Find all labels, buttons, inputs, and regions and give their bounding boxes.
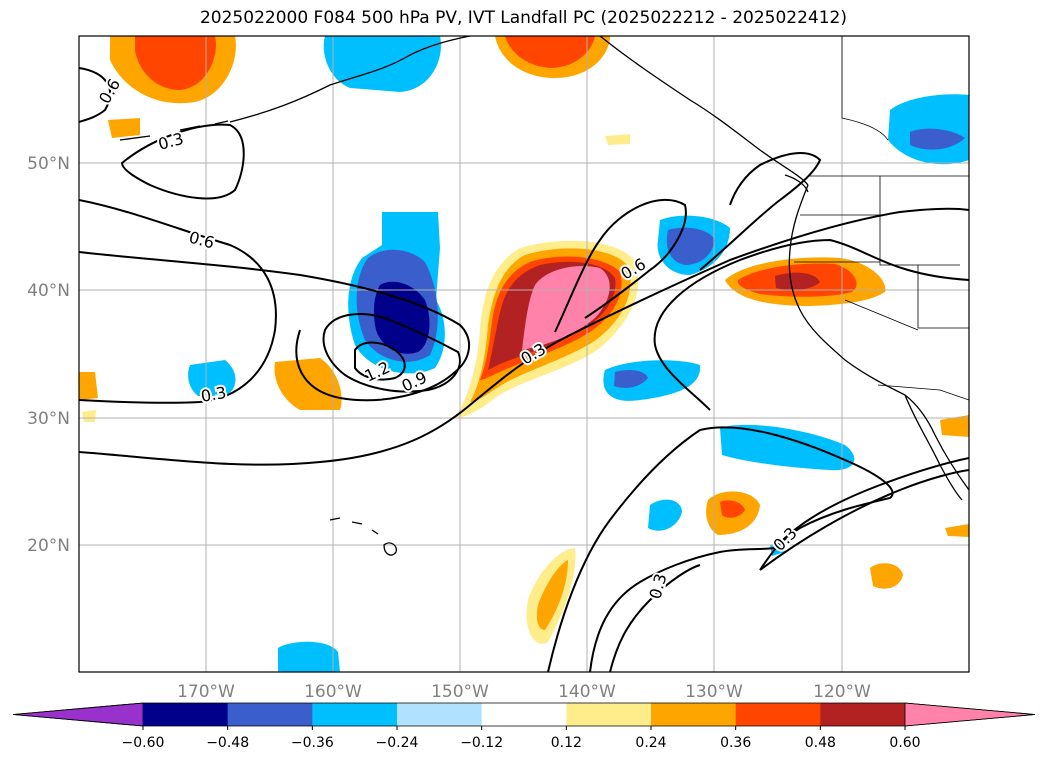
contour-0.3-south-1 (547, 426, 894, 672)
contour-0.3-left (79, 199, 277, 404)
contour-0.6-south-east (759, 469, 969, 571)
colorbar-tick-label: 0.12 (551, 735, 582, 751)
map-title: 2025022000 F084 500 hPa PV, IVT Landfall… (199, 8, 847, 28)
colorbar-tick-label: −0.24 (376, 735, 419, 751)
contour-0.3-south-3 (609, 564, 701, 672)
shade-positive-south-1-core (720, 500, 745, 518)
shade-positive-edge-2 (82, 410, 96, 422)
border-us-states (794, 176, 969, 331)
coastline-hawaii (329, 517, 397, 556)
y-tick-label: 50°N (27, 154, 70, 174)
contour-labels: 0.6 0.3 0.6 1.2 0.9 0.3 0.3 0.6 0.3 0.3 (93, 73, 803, 603)
x-tick-label: 140°W (558, 682, 616, 702)
shade-positive-tiny (605, 134, 630, 145)
shade-positive-small-1 (108, 118, 140, 138)
shade-positive-edge-4 (945, 524, 969, 537)
shading-layer (79, 36, 969, 672)
y-tick-label: 30°N (27, 409, 70, 429)
shade-positive-goa-core (505, 36, 595, 68)
contour-label-2: 0.3 (156, 129, 186, 154)
contour-label-1: 0.6 (95, 75, 124, 107)
colorbar-swatch (566, 703, 652, 726)
shade-positive-160w (274, 358, 342, 410)
contour-0.6-nw (79, 67, 111, 123)
shade-positive-edge-1 (79, 372, 98, 400)
colorbar-tick-label: −0.12 (460, 735, 503, 751)
colorbar-tick-label: 0.60 (889, 735, 920, 751)
border-us-mexico (877, 384, 969, 401)
x-tick-label: 130°W (685, 682, 743, 702)
colorbar-tick-label: 0.36 (720, 735, 751, 751)
map-content: 0.6 0.3 0.6 1.2 0.9 0.3 0.3 0.6 0.3 0.3 (79, 36, 969, 672)
contour-label-6: 0.3 (199, 383, 227, 406)
shade-positive-south-2-core (536, 560, 568, 630)
shade-positive-edge-3 (940, 415, 969, 437)
colorbar-swatch (735, 703, 821, 726)
colorbar-extend-max (904, 702, 1036, 727)
pv-contours (79, 67, 969, 672)
map-frame (78, 35, 970, 673)
y-axis-labels: 50°N 40°N 30°N 20°N (27, 154, 70, 556)
coastline-vancouver-island (784, 174, 809, 193)
colorbar-swatch (481, 703, 567, 726)
coastline-alaska-panhandle (599, 36, 809, 186)
shade-positive-nw-core (135, 36, 216, 90)
contour-0.3-nw-loop (120, 123, 245, 200)
x-tick-label: 120°W (813, 682, 871, 702)
shade-negative-aleutians (323, 36, 441, 92)
colorbar: −0.60 −0.48 −0.36 −0.24 −0.12 0.12 0.24 0.36 0.4… (12, 702, 1036, 751)
shade-negative-canada-core (910, 128, 965, 150)
x-axis-labels: 170°W 160°W 150°W 140°W 130°W 120°W (177, 682, 871, 702)
colorbar-swatch (820, 703, 906, 726)
shade-positive-125w-core (775, 272, 820, 290)
shade-negative-south-2 (278, 641, 340, 672)
shade-negative-south-1 (648, 499, 682, 531)
colorbar-tick-label: 0.24 (635, 735, 666, 751)
contour-0.3-east (653, 238, 969, 411)
contour-0.6-central (554, 199, 687, 333)
coastline-alaska (229, 36, 471, 123)
colorbar-extend-min (12, 702, 144, 727)
colorbar-swatch (312, 703, 398, 726)
contour-0.3-pnw (699, 152, 822, 271)
contour-0.3-se (774, 457, 969, 549)
colorbar-swatch (397, 703, 483, 726)
x-tick-label: 170°W (177, 682, 235, 702)
colorbar-tick-label: −0.60 (122, 735, 165, 751)
colorbar-tick-label: −0.36 (291, 735, 334, 751)
contour-0.3-south-2 (589, 547, 776, 672)
x-tick-label: 160°W (304, 682, 362, 702)
colorbar-swatch (651, 703, 737, 726)
contour-1.2-loop (354, 341, 406, 381)
gridlines (79, 36, 969, 672)
coastline-na-west (788, 184, 969, 491)
shade-negative-125w-s (720, 424, 855, 471)
colorbar-swatch (227, 703, 313, 726)
colorbar-tick-label: 0.48 (805, 735, 836, 751)
shade-negative-135w-s-core (614, 370, 648, 388)
y-tick-label: 40°N (27, 281, 70, 301)
shade-negative-left (188, 360, 236, 396)
contour-label-3: 0.6 (187, 228, 217, 253)
borders (794, 36, 969, 401)
contour-0.9-loop (322, 313, 461, 393)
contour-0.6-west (79, 251, 470, 402)
colorbar-swatch (143, 703, 229, 726)
shade-negative-central-core (373, 281, 430, 354)
contour-0.3-long (79, 207, 969, 466)
y-tick-label: 20°N (27, 536, 70, 556)
border-alaska-canada (841, 36, 889, 141)
x-tick-label: 150°W (431, 682, 489, 702)
shade-positive-south-3 (870, 563, 903, 589)
colorbar-tick-label: −0.48 (206, 735, 249, 751)
